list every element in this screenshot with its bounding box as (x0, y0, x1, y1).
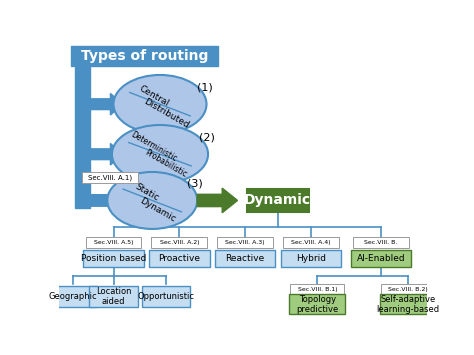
Text: Central: Central (137, 84, 170, 109)
Text: Deterministic: Deterministic (129, 130, 178, 163)
FancyBboxPatch shape (215, 250, 275, 267)
Text: Distributed: Distributed (142, 97, 191, 130)
Text: Reactive: Reactive (226, 254, 265, 263)
FancyBboxPatch shape (49, 286, 97, 307)
Text: Geographic: Geographic (49, 292, 98, 301)
FancyBboxPatch shape (351, 250, 411, 267)
FancyBboxPatch shape (381, 284, 435, 294)
FancyBboxPatch shape (290, 294, 345, 315)
FancyBboxPatch shape (149, 250, 210, 267)
FancyBboxPatch shape (152, 237, 207, 248)
FancyBboxPatch shape (281, 250, 341, 267)
Text: Sec.VIII. B.: Sec.VIII. B. (364, 240, 398, 245)
Text: Sec.VIII. A.4): Sec.VIII. A.4) (292, 240, 331, 245)
Ellipse shape (107, 172, 197, 229)
Text: Dynamic: Dynamic (244, 193, 311, 207)
Polygon shape (86, 189, 129, 212)
FancyBboxPatch shape (247, 189, 309, 212)
Text: Sec.VIII. A.1): Sec.VIII. A.1) (88, 174, 132, 181)
FancyBboxPatch shape (283, 237, 339, 248)
FancyBboxPatch shape (218, 237, 273, 248)
FancyBboxPatch shape (86, 237, 141, 248)
FancyBboxPatch shape (290, 284, 345, 294)
Text: Hybrid: Hybrid (296, 254, 326, 263)
Polygon shape (90, 143, 123, 165)
Text: Sec.VIII. A.2): Sec.VIII. A.2) (160, 240, 199, 245)
Polygon shape (90, 93, 123, 115)
FancyBboxPatch shape (380, 294, 436, 315)
FancyBboxPatch shape (353, 237, 409, 248)
Text: (3): (3) (187, 179, 203, 189)
Ellipse shape (112, 125, 208, 184)
Text: (2): (2) (199, 132, 214, 142)
Ellipse shape (113, 75, 207, 133)
Text: Location
aided: Location aided (96, 287, 131, 306)
Text: Sec.VIII. A.5): Sec.VIII. A.5) (94, 240, 133, 245)
Text: (1): (1) (197, 82, 213, 92)
FancyBboxPatch shape (82, 172, 137, 183)
Text: Position based: Position based (81, 254, 146, 263)
Polygon shape (197, 188, 237, 213)
FancyBboxPatch shape (75, 67, 90, 208)
Text: AI-Enabled: AI-Enabled (356, 254, 405, 263)
FancyBboxPatch shape (83, 250, 144, 267)
Text: Self-adaptive
learning-based: Self-adaptive learning-based (376, 295, 439, 314)
Text: Probabilistic: Probabilistic (144, 148, 189, 179)
Text: Sec.VIII. B.1): Sec.VIII. B.1) (298, 286, 337, 291)
Text: Dynamic: Dynamic (138, 196, 177, 224)
Text: Static: Static (133, 182, 160, 203)
Text: Sec.VIII. A.3): Sec.VIII. A.3) (226, 240, 265, 245)
Text: Opportunistic: Opportunistic (138, 292, 195, 301)
Text: Proactive: Proactive (158, 254, 201, 263)
FancyBboxPatch shape (71, 47, 218, 66)
Text: Topology
predictive: Topology predictive (296, 295, 338, 314)
FancyBboxPatch shape (142, 286, 190, 307)
Text: Sec.VIII. B.2): Sec.VIII. B.2) (388, 286, 428, 291)
Text: Types of routing: Types of routing (81, 49, 208, 64)
FancyBboxPatch shape (90, 286, 137, 307)
